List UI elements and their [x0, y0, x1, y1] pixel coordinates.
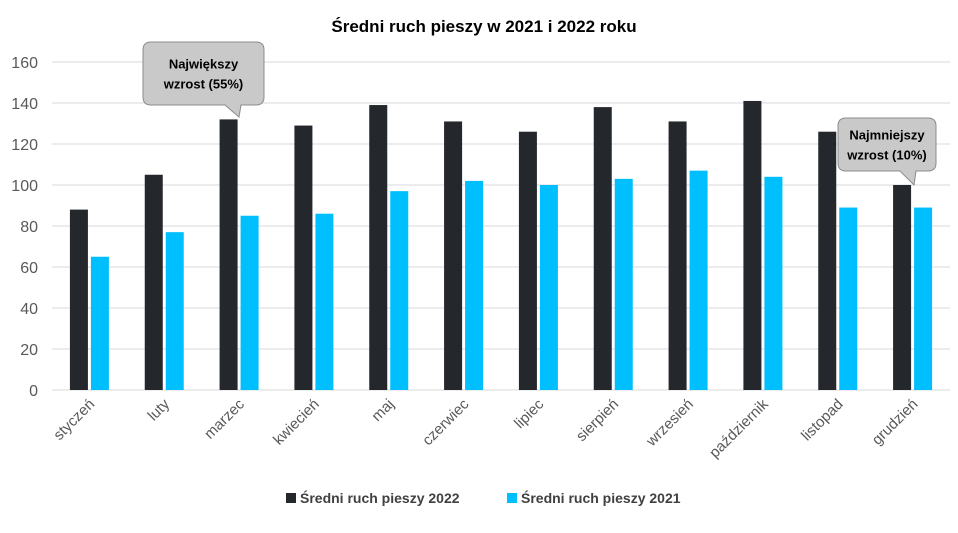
y-tick-label: 160	[11, 55, 38, 72]
bar-2022-7	[593, 107, 612, 390]
legend-swatch	[286, 493, 296, 503]
y-tick-label: 80	[20, 219, 38, 236]
x-tick-label: luty	[145, 395, 174, 424]
callout-text: wzrost (55%)	[163, 77, 243, 92]
x-tick-label: marzec	[201, 395, 248, 442]
x-axis-labels: styczeń luty marzec kwiecień maj czerwiec lipi…	[50, 395, 921, 461]
bar-2022-8	[668, 121, 687, 390]
x-tick-label: styczeń	[50, 396, 98, 444]
chart-title: Średni ruch pieszy w 2021 i 2022 roku	[331, 17, 636, 36]
callout-1: Najmniejszy wzrost (10%)	[837, 117, 937, 187]
y-tick-label: 0	[29, 383, 38, 400]
x-tick-label: grudzień	[869, 396, 922, 449]
bar-2022-9	[743, 100, 762, 390]
x-tick-label: lipiec	[511, 395, 548, 432]
legend: Średni ruch pieszy 2022 Średni ruch piesz…	[286, 489, 681, 506]
x-tick-label: październik	[706, 395, 772, 461]
bar-2022-0	[69, 209, 88, 390]
bar-2021-11	[914, 207, 933, 390]
bar-2021-7	[614, 178, 633, 390]
callout-0: Największy wzrost (55%)	[142, 41, 265, 118]
y-tick-label: 120	[11, 137, 38, 154]
x-tick-label: sierpień	[573, 396, 622, 445]
callout-text: Największy	[169, 57, 239, 72]
legend-item-2022: Średni ruch pieszy 2022	[286, 489, 460, 506]
legend-item-2021: Średni ruch pieszy 2021	[507, 489, 681, 506]
bar-2021-6	[539, 185, 558, 390]
y-tick-label: 20	[20, 342, 38, 359]
bar-2021-0	[90, 256, 109, 390]
x-tick-label: czerwiec	[419, 395, 473, 449]
bar-2022-4	[369, 105, 388, 391]
x-tick-label: maj	[368, 396, 397, 425]
bar-2021-9	[764, 176, 783, 390]
legend-label: Średni ruch pieszy 2021	[521, 489, 681, 506]
x-tick-label: wrzesień	[642, 396, 697, 451]
bar-2022-5	[444, 121, 463, 390]
x-tick-label: listopad	[798, 396, 847, 445]
y-tick-label: 100	[11, 178, 38, 195]
x-tick-label: kwiecień	[270, 396, 323, 449]
bar-2022-10	[818, 131, 837, 390]
bar-2021-8	[689, 170, 708, 390]
y-axis-ticks: 0 20 40 60 80 100 120 140 160	[11, 55, 38, 400]
y-tick-label: 60	[20, 260, 38, 277]
bar-2022-1	[144, 174, 163, 390]
gridlines	[52, 61, 950, 391]
bar-2022-11	[893, 185, 912, 390]
bar-2021-4	[390, 191, 409, 390]
bar-2022-3	[294, 125, 313, 391]
callout-bubble	[837, 117, 937, 187]
callout-text: Najmniejszy	[849, 128, 925, 143]
legend-label: Średni ruch pieszy 2022	[300, 489, 460, 506]
y-tick-label: 140	[11, 96, 38, 113]
y-tick-label: 40	[20, 301, 38, 318]
bar-2022-6	[518, 131, 537, 390]
callout-bubble	[142, 41, 265, 118]
bar-2021-1	[165, 232, 184, 390]
callouts: Największy wzrost (55%) Najmniejszy wzrost …	[142, 41, 937, 187]
bar-2021-10	[839, 207, 858, 390]
bar-2021-3	[315, 213, 334, 390]
callout-text: wzrost (10%)	[846, 148, 926, 163]
bars	[69, 100, 933, 391]
bar-2021-5	[465, 180, 484, 390]
legend-swatch	[507, 493, 517, 503]
bar-2022-2	[219, 119, 238, 391]
bar-2021-2	[240, 215, 259, 390]
